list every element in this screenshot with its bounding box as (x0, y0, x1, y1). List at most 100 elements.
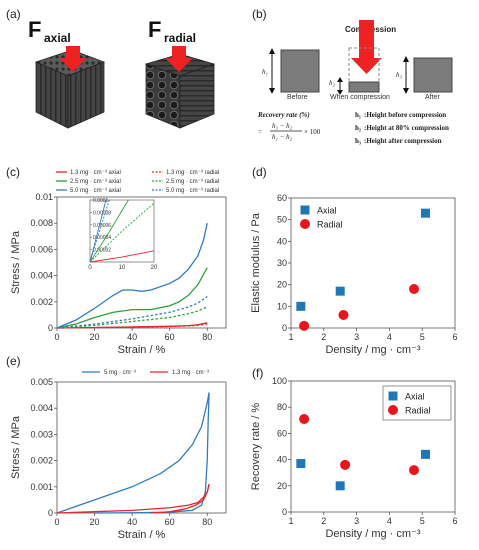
y-axis-title: Stress / MPa (10, 230, 22, 294)
legend-marker-square (388, 391, 398, 401)
inset-x-tick-label: 10 (119, 265, 126, 271)
note-h3-text: :Height after compression (364, 137, 442, 145)
formula-numerator: h₃ − h₂ (272, 122, 293, 130)
y-tick-label: 50 (277, 215, 287, 225)
inset-series-line (89, 199, 129, 263)
x-tick-label: 6 (452, 516, 457, 526)
x-tick-label: 20 (90, 517, 100, 527)
height-notes: h₁ :Height before compression h₂ :Height… (355, 111, 449, 145)
data-point-circle (409, 284, 419, 294)
x-tick-label: 0 (54, 332, 59, 342)
note-h2-text: :Height at 80% compression (364, 124, 449, 132)
y-tick-label: 40 (277, 455, 287, 465)
legend-entry: 5 mg · cm⁻³ (104, 370, 136, 376)
x-tick-label: 5 (420, 516, 425, 526)
data-point-square (296, 301, 306, 311)
x-tick-label: 40 (127, 332, 137, 342)
chart-c-legend: 1.3 mg · cm⁻³ axial 1.3 mg · cm⁻³ radial 2… (56, 170, 219, 194)
x-tick-label: 80 (202, 332, 212, 342)
legend-entry: 5.0 mg · cm⁻³ axial (70, 188, 121, 194)
after-caption: After (425, 94, 440, 101)
formula-eq: = (258, 128, 262, 136)
data-point-circle (338, 310, 349, 320)
x-axis-title: Strain / % (118, 344, 166, 356)
series-line (150, 484, 210, 514)
data-point-circle (299, 320, 310, 331)
series-line (56, 392, 210, 514)
svg-text:axial: axial (44, 31, 71, 45)
panel-a-label: (a) (6, 7, 21, 21)
y-tick-label: 0 (282, 323, 287, 333)
legend-entry: Axial (317, 206, 337, 216)
data-point-square (335, 286, 345, 296)
x-tick-label: 1 (288, 332, 293, 342)
chart-e-legend: 5 mg · cm⁻³ 1.3 mg · cm⁻³ (82, 370, 209, 376)
x-tick-label: 6 (452, 332, 457, 342)
legend-entry: Radial (405, 406, 431, 416)
recovery-rate-label: Recovery rate (%) (257, 111, 310, 119)
inset-series-line (89, 202, 155, 263)
x-tick-label: 80 (202, 517, 212, 527)
legend: Axial Radial (382, 385, 452, 421)
when-caption: When compression (330, 94, 390, 101)
chart-e-cyclic-stress-strain: 0 20 40 60 80 0 0.001 0.002 0.003 0.004 0.005 Strai… (10, 370, 227, 541)
y-axis-title: Elastic modulus / Pa (250, 212, 262, 313)
y-tick-label: 0.008 (30, 218, 53, 228)
inset-y-tick-label: 0.0001 (93, 198, 109, 204)
sample-after (413, 57, 453, 93)
data-point-circle (299, 413, 310, 424)
panel-b-label: (b) (252, 7, 267, 21)
series-line (56, 296, 208, 329)
legend-marker-circle (300, 219, 310, 229)
y-tick-label: 60 (277, 193, 287, 203)
formula-tail: × 100 (304, 128, 321, 136)
legend-entry: 2.5 mg · cm⁻³ axial (70, 179, 121, 185)
x-tick-label: 60 (165, 332, 175, 342)
y-tick-label: 0.006 (30, 244, 53, 254)
h3-mark: h₃ (396, 71, 403, 79)
legend-entry: Radial (317, 220, 343, 230)
x-axis-title: Density / mg · cm⁻³ (325, 344, 420, 356)
f-radial-label: F radial (148, 17, 196, 45)
data-point-circle (409, 465, 419, 476)
panel-c-label: (c) (6, 165, 20, 179)
inset-x-tick-label: 20 (151, 265, 158, 271)
y-tick-label: 40 (277, 236, 287, 246)
original-outline (348, 47, 380, 83)
legend-entry: 5.0 mg · cm⁻³ radial (166, 188, 219, 194)
h1-mark: h₁ (262, 68, 268, 76)
note-h2-sym: h₂ (355, 124, 361, 132)
y-tick-label: 0 (48, 508, 53, 518)
svg-text:F: F (28, 17, 41, 42)
svg-text:radial: radial (164, 31, 196, 45)
svg-text:F: F (148, 17, 161, 42)
x-axis-title: Density / mg · cm⁻³ (325, 528, 420, 540)
panel-e-label: (e) (6, 354, 21, 368)
legend-entry: Axial (405, 392, 425, 402)
note-h3-sym: h₃ (355, 137, 361, 145)
inset-y-tick-label: 0.00004 (93, 235, 111, 241)
legend-marker-circle (388, 405, 398, 415)
x-tick-label: 2 (321, 332, 326, 342)
axial-sample-block (34, 49, 106, 129)
sample-before (280, 49, 320, 93)
note-h1-sym: h₁ (355, 111, 361, 119)
y-tick-label: 20 (277, 280, 287, 290)
legend-entry: 2.5 mg · cm⁻³ radial (166, 179, 219, 185)
y-tick-label: 60 (277, 428, 287, 438)
series-line (94, 392, 210, 514)
y-tick-label: 0.01 (35, 192, 53, 202)
panel-f-label: (f) (252, 366, 263, 380)
y-tick-label: 0.002 (30, 297, 53, 307)
axial-force-arrow (59, 46, 87, 72)
radial-force-arrow (165, 46, 193, 72)
data-point-square (420, 449, 430, 459)
data-point-square (420, 208, 430, 218)
y-tick-label: 0 (48, 323, 53, 333)
x-tick-label: 3 (354, 516, 359, 526)
plot-frame (56, 381, 227, 514)
x-tick-label: 4 (387, 516, 392, 526)
x-tick-label: 4 (387, 332, 392, 342)
